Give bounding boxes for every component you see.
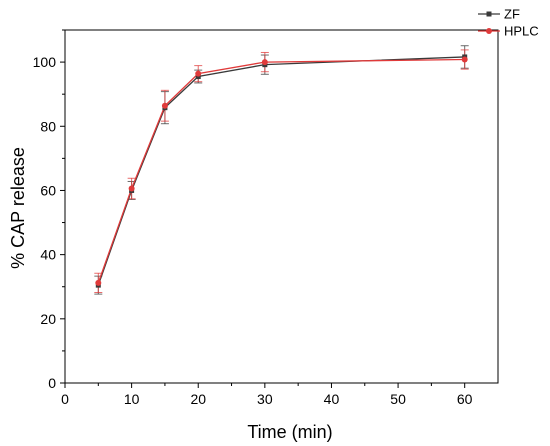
legend-marker-hplc [486, 28, 492, 34]
y-tick-label: 100 [33, 54, 57, 70]
series-line-zf [97, 56, 465, 286]
y-tick-label: 60 [40, 182, 56, 198]
x-tick-label: 10 [124, 391, 140, 407]
y-tick-label: 80 [40, 118, 56, 134]
legend: ZF HPLC [478, 7, 539, 39]
axes: 0 10 20 30 40 50 60 0 20 40 60 80 100 [33, 29, 499, 407]
data-point-hplc [161, 102, 168, 109]
x-tick-label: 20 [190, 391, 206, 407]
data-point-hplc [461, 56, 468, 63]
y-tick-label: 40 [40, 247, 56, 263]
x-axis-title: Time (min) [247, 422, 332, 442]
y-axis-title: % CAP release [8, 147, 28, 269]
error-bars [94, 45, 469, 295]
x-tick-label: 60 [457, 391, 473, 407]
legend-marker-zf [486, 11, 492, 17]
y-tick-label: 20 [40, 311, 56, 327]
x-tick-label: 30 [257, 391, 273, 407]
plot-frame [64, 29, 499, 384]
data-point-hplc [261, 59, 268, 66]
series-markers [95, 54, 468, 288]
x-tick-label: 0 [61, 391, 69, 407]
series-line-hplc [97, 58, 465, 284]
y-tick-label: 0 [48, 375, 56, 391]
data-point-hplc [95, 279, 102, 286]
x-tick-label: 50 [390, 391, 406, 407]
data-point-hplc [195, 70, 202, 77]
data-point-hplc [128, 185, 135, 192]
legend-label-zf: ZF [504, 7, 520, 22]
series-lines [97, 56, 465, 286]
x-tick-label: 40 [324, 391, 340, 407]
legend-label-hplc: HPLC [504, 24, 539, 39]
